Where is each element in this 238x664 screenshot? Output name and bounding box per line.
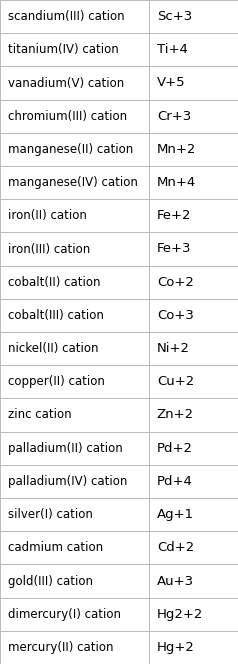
Text: scandium(III) cation: scandium(III) cation (8, 10, 125, 23)
Text: cadmium cation: cadmium cation (8, 541, 103, 554)
Text: Cd+2: Cd+2 (157, 541, 194, 554)
Text: Sc+3: Sc+3 (157, 10, 192, 23)
Text: chromium(III) cation: chromium(III) cation (8, 110, 127, 123)
Text: copper(II) cation: copper(II) cation (8, 375, 105, 388)
Text: Pd+2: Pd+2 (157, 442, 193, 455)
Text: dimercury(I) cation: dimercury(I) cation (8, 608, 121, 621)
Text: Zn+2: Zn+2 (157, 408, 194, 422)
Text: zinc cation: zinc cation (8, 408, 72, 422)
Text: mercury(II) cation: mercury(II) cation (8, 641, 114, 654)
Text: Ti+4: Ti+4 (157, 43, 188, 56)
Text: Co+2: Co+2 (157, 276, 194, 289)
Text: manganese(II) cation: manganese(II) cation (8, 143, 133, 156)
Text: Fe+2: Fe+2 (157, 209, 191, 222)
Text: Mn+2: Mn+2 (157, 143, 196, 156)
Text: V+5: V+5 (157, 76, 185, 90)
Text: iron(III) cation: iron(III) cation (8, 242, 90, 256)
Text: Co+3: Co+3 (157, 309, 194, 322)
Text: Fe+3: Fe+3 (157, 242, 191, 256)
Text: cobalt(II) cation: cobalt(II) cation (8, 276, 100, 289)
Text: iron(II) cation: iron(II) cation (8, 209, 87, 222)
Text: Au+3: Au+3 (157, 574, 194, 588)
Text: Hg2+2: Hg2+2 (157, 608, 203, 621)
Text: Mn+4: Mn+4 (157, 176, 196, 189)
Text: palladium(II) cation: palladium(II) cation (8, 442, 123, 455)
Text: Pd+4: Pd+4 (157, 475, 193, 488)
Text: nickel(II) cation: nickel(II) cation (8, 342, 99, 355)
Text: vanadium(V) cation: vanadium(V) cation (8, 76, 124, 90)
Text: manganese(IV) cation: manganese(IV) cation (8, 176, 138, 189)
Text: cobalt(III) cation: cobalt(III) cation (8, 309, 104, 322)
Text: Cu+2: Cu+2 (157, 375, 194, 388)
Text: Ag+1: Ag+1 (157, 508, 194, 521)
Text: palladium(IV) cation: palladium(IV) cation (8, 475, 127, 488)
Text: Hg+2: Hg+2 (157, 641, 195, 654)
Text: gold(III) cation: gold(III) cation (8, 574, 93, 588)
Text: Ni+2: Ni+2 (157, 342, 190, 355)
Text: titanium(IV) cation: titanium(IV) cation (8, 43, 119, 56)
Text: Cr+3: Cr+3 (157, 110, 191, 123)
Text: silver(I) cation: silver(I) cation (8, 508, 93, 521)
